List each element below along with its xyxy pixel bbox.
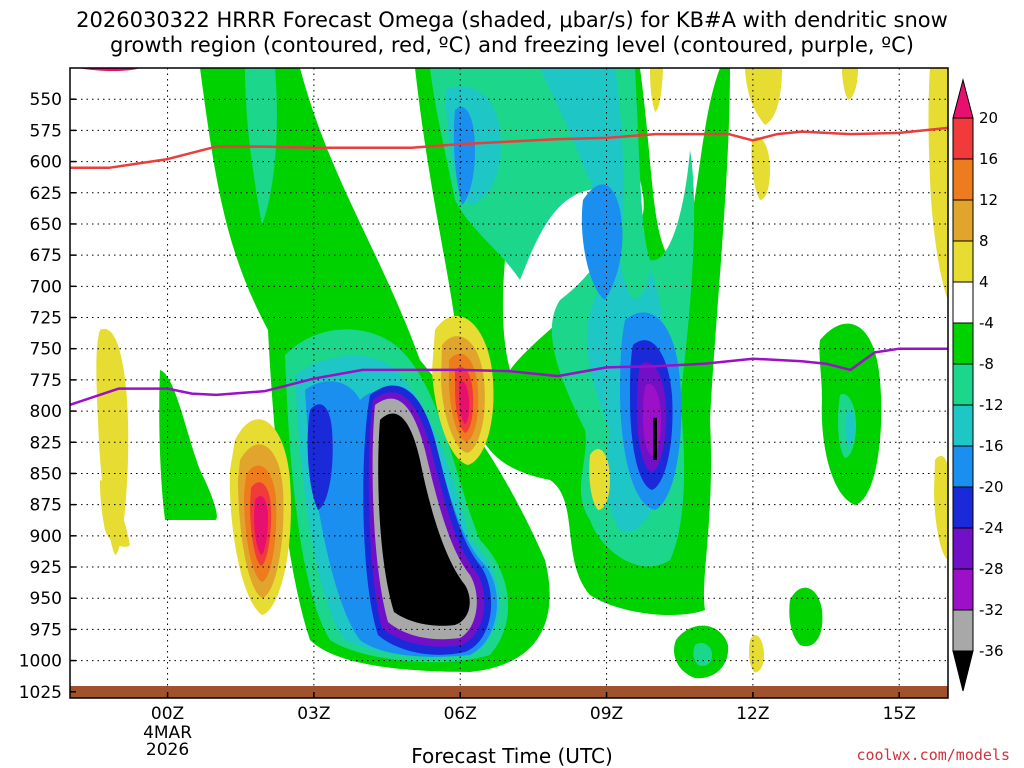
colorbar-swatch [952,281,974,324]
colorbar-label: -28 [979,560,1004,578]
colorbar-swatch [952,486,974,529]
colorbar-swatch [952,445,974,488]
colorbar-swatch [952,199,974,242]
y-tick-label: 1025 [19,683,62,703]
colorbar-swatch [952,158,974,201]
y-tick-label: 625 [30,184,62,204]
chart-title-line-2: growth region (contoured, red, ºC) and f… [110,33,914,57]
colorbar-label: -8 [979,355,994,373]
colorbar-swatch [952,322,974,365]
downward-cells-other [159,323,882,679]
colorbar-label: -20 [979,478,1004,496]
colorbar-swatch [952,404,974,447]
x-tick-sublabel: 4MAR [143,723,192,743]
y-tick-label: 750 [30,340,62,360]
dendritic-growth-contour [70,126,948,170]
x-tick-label: 06Z [444,704,477,724]
y-tick-label: 550 [30,90,62,110]
downward-region-right [415,68,730,615]
y-tick-label: 575 [30,121,62,141]
x-tick-label: 12Z [736,704,769,724]
y-tick-label: 1000 [19,652,62,672]
x-axis-label: Forecast Time (UTC) [411,744,613,768]
pressure-axis: 550 575 600 625 650 675 700 725 750 775 800 825 850 8… [19,90,76,703]
colorbar-swatch [952,240,974,283]
y-tick-label: 825 [30,433,62,453]
y-tick-label: 975 [30,620,62,640]
y-tick-label: 725 [30,309,62,329]
y-tick-label: 900 [30,527,62,547]
omega-shading [78,68,948,679]
colorbar-label: 20 [979,109,998,127]
colorbar-label: 16 [979,150,998,168]
colorbar-label: 4 [979,273,989,291]
y-tick-label: 700 [30,277,62,297]
y-tick-label: 775 [30,371,62,391]
y-tick-label: 850 [30,464,62,484]
y-tick-label: 875 [30,496,62,516]
contour-lines [70,126,948,406]
x-tick-sublabel: 2026 [146,740,189,760]
colorbar-label: 8 [979,232,989,250]
source-credit[interactable]: coolwx.com/models [856,746,1010,764]
colorbar-label: -16 [979,437,1004,455]
y-tick-label: 675 [30,246,62,266]
x-tick-label: 09Z [590,704,623,724]
y-tick-label: 800 [30,402,62,422]
colorbar-swatch [952,609,974,652]
terrain-surface [70,686,948,698]
chart-title-line-1: 2026030322 HRRR Forecast Omega (shaded, … [76,8,948,32]
colorbar-label: -12 [979,396,1004,414]
colorbar-label: 12 [979,191,998,209]
colorbar-top-arrow [952,78,974,119]
x-tick-label: 00Z [151,704,184,724]
colorbar-swatch [952,568,974,611]
freezing-level-contour [70,347,948,406]
y-tick-label: 925 [30,558,62,578]
omega-colorbar: 20 16 12 8 4 -4 -8 -12 -16 -20 -24 -28 -32 -36 [952,78,1004,692]
y-tick-label: 600 [30,153,62,173]
colorbar-swatch [952,527,974,570]
colorbar-swatch [952,363,974,406]
colorbar-label: -4 [979,314,994,332]
upward-motion-cells [78,68,948,673]
colorbar-swatch [952,117,974,160]
colorbar-label: -32 [979,601,1004,619]
y-tick-label: 650 [30,215,62,235]
x-tick-label: 15Z [883,704,916,724]
plot-frame [69,67,949,699]
colorbar-label: -24 [979,519,1004,537]
y-tick-label: 950 [30,589,62,609]
colorbar-label: -36 [979,642,1004,660]
colorbar-bottom-arrow [952,650,974,692]
x-tick-label: 03Z [297,704,330,724]
